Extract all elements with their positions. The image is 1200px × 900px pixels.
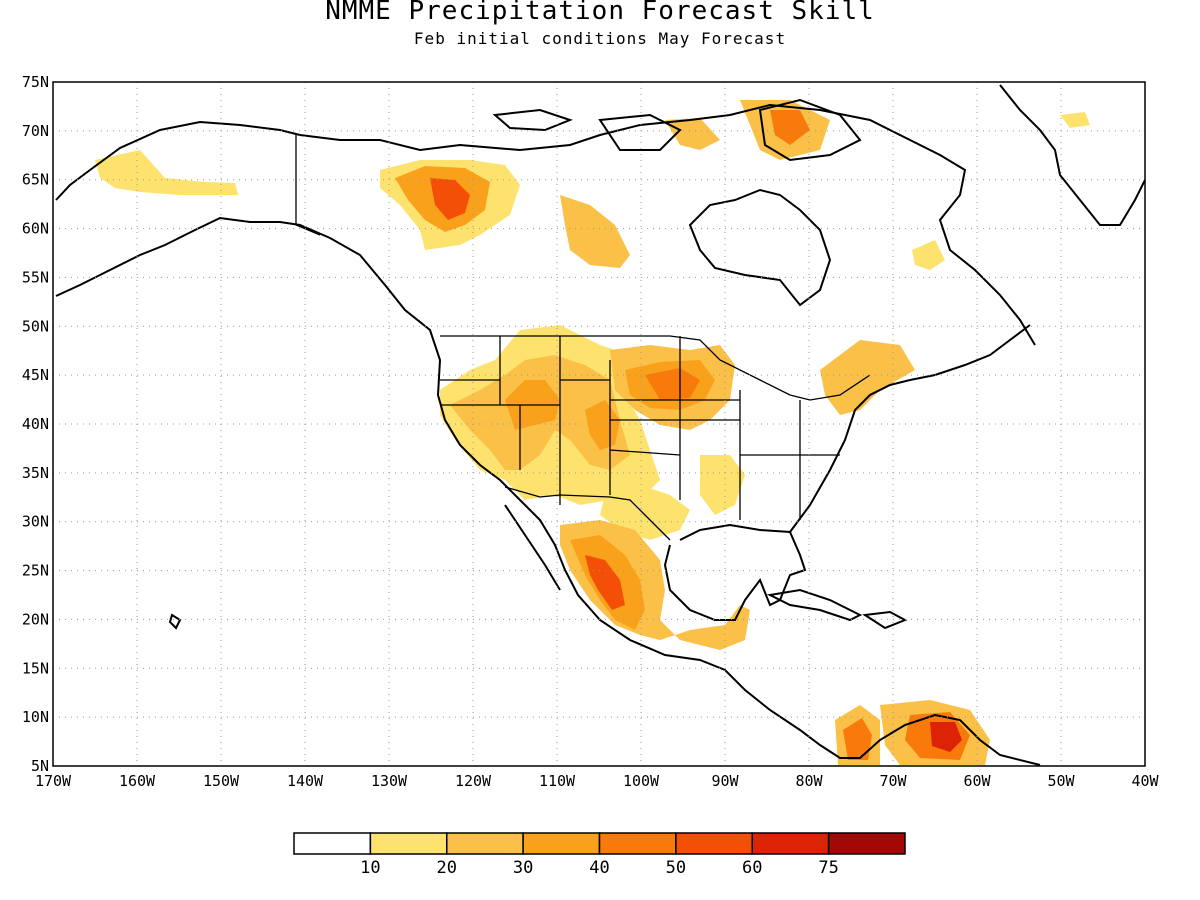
lon-label: 120W	[455, 772, 492, 790]
coastline-victoria-island	[598, 113, 682, 151]
skill-area-lower-mississippi	[700, 455, 745, 515]
coastline-baja	[504, 504, 561, 591]
coastline-hudson-bay	[688, 188, 832, 307]
lat-label: 20N	[22, 610, 49, 628]
lat-label: 65N	[22, 171, 49, 189]
lat-label: 60N	[22, 220, 49, 238]
skill-area-alaska	[95, 150, 238, 195]
legend-level-label: 10	[360, 858, 380, 878]
lon-label: 70W	[879, 772, 907, 790]
coastline-east	[789, 324, 1031, 533]
legend-swatch	[446, 832, 524, 855]
lat-label: 35N	[22, 464, 49, 482]
legend-labels: 10 20 30 40 50 60 75	[360, 858, 839, 878]
latitude-labels: 75N 70N 65N 60N 55N 50N 45N 40N 35N 30N 25N 20N 15N 1…	[22, 73, 49, 775]
lon-label: 150W	[203, 772, 240, 790]
coastline-baffin	[758, 98, 862, 162]
map-title: NMME Precipitation Forecast Skill	[325, 0, 875, 26]
lon-label: 50W	[1047, 772, 1075, 790]
skill-area-arctic-islands	[665, 118, 720, 150]
legend-level-label: 50	[666, 858, 686, 878]
coastline-alaska	[55, 120, 301, 201]
coastline-cuba	[766, 588, 863, 622]
skill-area-labrador	[912, 240, 945, 270]
lat-label: 75N	[22, 73, 49, 91]
skill-area-colorado	[585, 400, 620, 450]
legend-swatch	[751, 832, 830, 855]
skill-area-sierra-madre-core	[585, 555, 625, 610]
legend-level-label: 40	[589, 858, 609, 878]
skill-area-greenland	[1060, 112, 1090, 128]
coastline-greenland-north	[492, 108, 573, 132]
coastlines	[55, 84, 1146, 766]
skill-area-northeast	[820, 340, 915, 415]
legend-colorbar	[293, 832, 906, 855]
skill-area-mackenzie-core	[430, 178, 470, 220]
lat-lon-grid	[53, 82, 1145, 766]
legend-level-label: 75	[818, 858, 838, 878]
lon-label: 40W	[1131, 772, 1159, 790]
lat-label: 15N	[22, 659, 49, 677]
coastline-gulf	[663, 523, 807, 621]
legend-swatch	[827, 832, 906, 855]
legend-swatch	[369, 832, 448, 855]
coastline-greenland	[999, 84, 1146, 226]
legend-swatch	[293, 832, 372, 855]
lon-label: 170W	[35, 772, 72, 790]
lat-label: 55N	[22, 268, 49, 286]
lat-label: 10N	[22, 708, 49, 726]
lat-label: 45N	[22, 366, 49, 384]
lon-label: 160W	[119, 772, 156, 790]
border-us-mexico	[504, 486, 671, 541]
longitude-labels: 170W 160W 150W 140W 130W 120W 110W 100W 90W 80W 70…	[35, 772, 1160, 790]
map-subtitle: Feb initial conditions May Forecast	[413, 29, 787, 48]
skill-area-nunavut	[560, 195, 630, 268]
skill-area-upper-midwest-core	[645, 368, 700, 400]
skill-area-baffin-core	[770, 110, 810, 145]
lon-label: 60W	[963, 772, 991, 790]
coastline-north-america	[55, 216, 1041, 766]
legend-level-label: 20	[437, 858, 457, 878]
legend-swatch	[522, 832, 601, 855]
skill-area-venezuela-core	[930, 722, 962, 752]
lat-label: 40N	[22, 415, 49, 433]
legend-swatch	[675, 832, 753, 855]
lon-label: 140W	[287, 772, 324, 790]
legend-swatch	[598, 832, 677, 855]
map-frame	[52, 81, 1146, 767]
lat-label: 25N	[22, 562, 49, 580]
lon-label: 100W	[623, 772, 660, 790]
coastline-hawaii	[168, 613, 182, 630]
coastline-hispaniola	[862, 610, 908, 630]
lat-label: 30N	[22, 513, 49, 531]
skill-area-colombia-core	[843, 718, 872, 760]
legend-level-label: 30	[513, 858, 533, 878]
state-lines	[440, 336, 840, 520]
lon-label: 90W	[711, 772, 739, 790]
lon-label: 110W	[539, 772, 576, 790]
lat-label: 50N	[22, 317, 49, 335]
coastline-arctic	[299, 103, 1036, 346]
skill-shading	[95, 100, 1090, 765]
border-alaska-canada	[295, 135, 321, 236]
lon-label: 130W	[371, 772, 408, 790]
lat-label: 5N	[31, 757, 49, 775]
lon-label: 80W	[795, 772, 823, 790]
lat-label: 70N	[22, 122, 49, 140]
legend-level-label: 60	[742, 858, 762, 878]
political-boundaries	[295, 135, 871, 541]
